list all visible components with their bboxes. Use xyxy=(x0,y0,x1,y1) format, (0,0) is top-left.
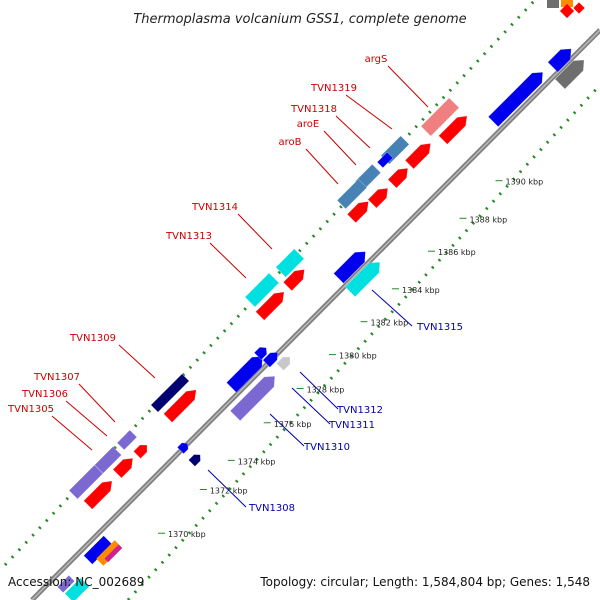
genome-backbone-highlight xyxy=(31,29,600,600)
gene-TVN1307 xyxy=(116,429,138,451)
leader-line-red xyxy=(51,415,93,451)
gene-navy-1 xyxy=(188,454,201,467)
kbp-tick-label: 1386 kbp xyxy=(438,248,476,257)
gene-TVN1318 xyxy=(376,151,394,169)
kbp-tick-label: 1370 kbp xyxy=(168,530,206,539)
kbp-tick-label: 1388 kbp xyxy=(470,215,508,224)
gene-gray-1 xyxy=(554,59,585,90)
gene-TVN1310 xyxy=(229,375,276,422)
gene-red-3 xyxy=(387,167,409,189)
gene-label-blue: TVN1310 xyxy=(303,442,350,453)
leader-line-red xyxy=(387,65,429,108)
gene-red-1 xyxy=(438,115,468,145)
leader-line-red xyxy=(209,242,247,279)
leader-line-red xyxy=(305,148,339,185)
kbp-tick-label: 1382 kbp xyxy=(371,319,409,328)
gene-label-red: aroE xyxy=(297,119,319,130)
gene-red-11 xyxy=(83,480,113,510)
leader-line-red xyxy=(237,213,273,250)
gene-label-red: argS xyxy=(365,54,388,65)
gene-label-red: TVN1313 xyxy=(165,231,212,242)
gene-label-red: TVN1305 xyxy=(7,404,54,415)
leader-line-red xyxy=(78,383,116,423)
gene-TVN1308 xyxy=(176,442,189,455)
leader-line-blue xyxy=(207,469,247,508)
gene-TVN1309 xyxy=(150,373,190,413)
leader-line-blue xyxy=(291,387,331,425)
genome-summary-text: Topology: circular; Length: 1,584,804 bp… xyxy=(259,575,590,589)
kbp-tick-label: 1372 kbp xyxy=(210,486,248,495)
leader-line-red xyxy=(335,115,371,149)
gene-TVN1306 xyxy=(94,446,122,474)
leader-line-blue xyxy=(299,371,339,410)
gene-TVN1311 xyxy=(276,356,291,371)
gene-label-blue: TVN1311 xyxy=(328,420,375,431)
gene-red-4 xyxy=(367,187,389,209)
gene-TVN1305 xyxy=(68,464,104,500)
leader-line-blue xyxy=(371,289,413,327)
gene-label-blue: TVN1308 xyxy=(248,503,295,514)
gene-TVN1315-blue xyxy=(333,251,366,284)
gene-red-10 xyxy=(112,457,134,479)
gene-label-red: aroB xyxy=(279,137,302,148)
gene-label-red: TVN1318 xyxy=(290,104,337,115)
leader-line-red xyxy=(323,130,357,166)
gene-blue-2 xyxy=(547,48,572,73)
gene-label-red: TVN1314 xyxy=(191,202,238,213)
gene-TVN1315 xyxy=(344,261,381,298)
kbp-ticks: 1370 kbp 1372 kbp 1374 kbp 1376 kbp 1378 kbp… xyxy=(158,178,544,539)
accession-text: Accession: NC_002689 xyxy=(8,575,144,589)
gene-label-red: TVN1306 xyxy=(21,389,68,400)
gene-label-blue: TVN1312 xyxy=(336,405,383,416)
gene-red-6 xyxy=(282,269,305,292)
corner-fragments xyxy=(547,0,585,19)
gene-red-7 xyxy=(255,291,285,321)
inner-dotted-guide xyxy=(126,83,600,600)
kbp-tick-label: 1376 kbp xyxy=(274,420,312,429)
label-leaders: argS TVN1319 TVN1318 aroE aroB TVN1314 TVN1313… xyxy=(7,54,463,514)
gene-TVN1313 xyxy=(244,272,280,308)
leader-line-red xyxy=(345,94,393,130)
gene-TVN1314 xyxy=(275,248,305,278)
leader-line-red xyxy=(65,400,108,437)
leader-line-blue xyxy=(269,413,305,447)
gene-label-red: TVN1309 xyxy=(69,333,116,344)
gene-label-red: TVN1307 xyxy=(33,372,80,383)
kbp-tick-label: 1380 kbp xyxy=(339,352,377,361)
gene-blue-4 xyxy=(262,352,278,368)
gene-label-red: TVN1319 xyxy=(310,83,357,94)
gene-blue-1 xyxy=(487,71,544,128)
map-title: Thermoplasma volcanium GSS1, complete ge… xyxy=(133,12,466,27)
kbp-tick-label: 1390 kbp xyxy=(506,178,544,187)
gene-label-blue: TVN1315 xyxy=(416,322,463,333)
bottom-fragments xyxy=(57,535,123,600)
gene-features xyxy=(68,48,585,510)
gene-red-9 xyxy=(133,444,148,459)
gene-TVN1312 xyxy=(253,346,268,361)
gene-red-2 xyxy=(404,143,431,170)
kbp-tick-label: 1374 kbp xyxy=(238,457,276,466)
gene-argS xyxy=(420,97,460,137)
gene-red-5 xyxy=(346,201,369,224)
gene-blue-3 xyxy=(226,356,263,393)
gene-aroB xyxy=(336,178,368,210)
kbp-tick-label: 1378 kbp xyxy=(307,385,345,394)
gene-red-8 xyxy=(163,389,197,423)
leader-line-red xyxy=(118,344,156,379)
kbp-tick-label: 1384 kbp xyxy=(402,286,440,295)
